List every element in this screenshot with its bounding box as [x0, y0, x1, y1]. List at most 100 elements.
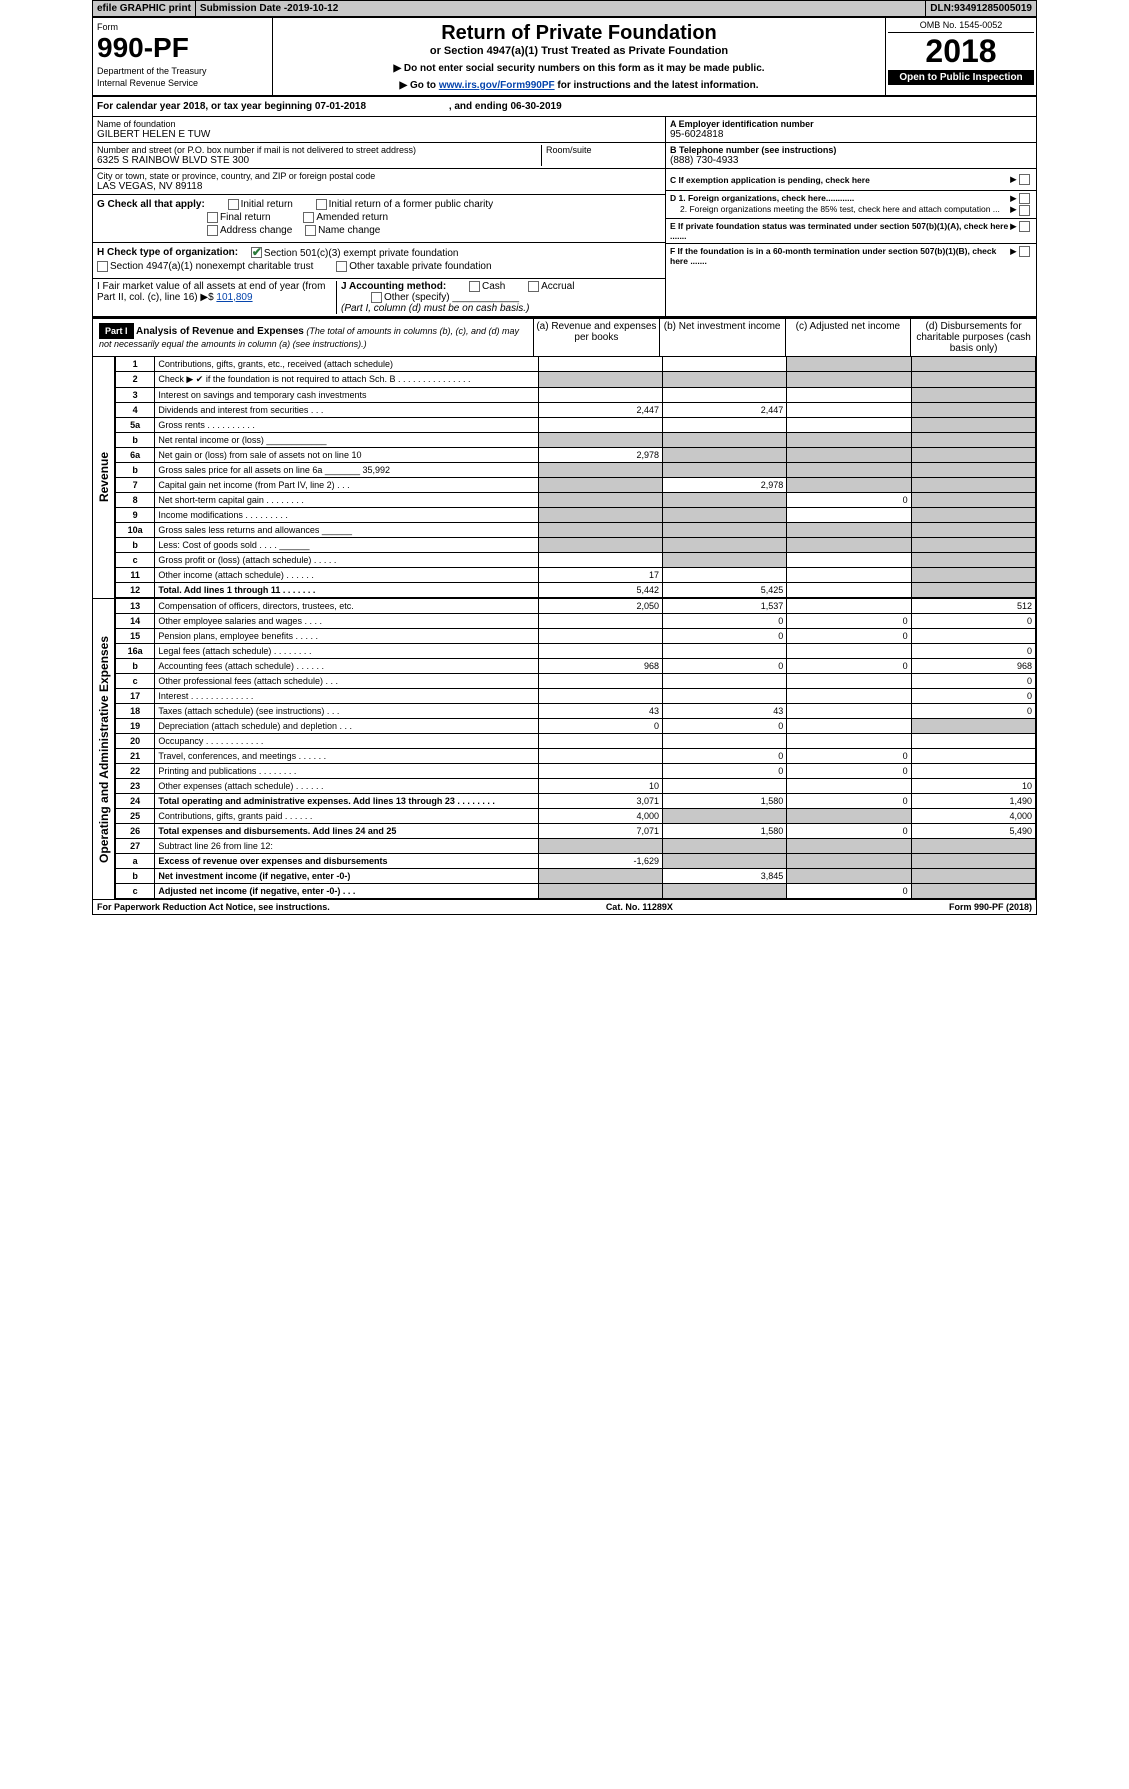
col-d-value: 0 — [911, 613, 1035, 628]
instr2-pre: ▶ Go to — [399, 80, 438, 91]
col-c-value — [787, 718, 911, 733]
col-b-value — [663, 371, 787, 387]
col-d-header: (d) Disbursements for charitable purpose… — [910, 319, 1036, 356]
col-c-value — [787, 853, 911, 868]
form-label: Form — [97, 22, 268, 32]
col-c-value — [787, 402, 911, 417]
col-d-value — [911, 853, 1035, 868]
cb-amended[interactable] — [303, 212, 314, 223]
line-number: 24 — [116, 793, 155, 808]
table-row: cOther professional fees (attach schedul… — [116, 673, 1036, 688]
cb-f[interactable] — [1019, 246, 1030, 257]
col-b-value — [663, 507, 787, 522]
col-d-value: 10 — [911, 778, 1035, 793]
line-desc: Excess of revenue over expenses and disb… — [155, 853, 538, 868]
col-d-value — [911, 477, 1035, 492]
col-c-value — [787, 598, 911, 613]
cb-4947[interactable] — [97, 261, 108, 272]
cal-end: 06-30-2019 — [510, 101, 561, 112]
table-row: 6aNet gain or (loss) from sale of assets… — [116, 447, 1036, 462]
cb-c[interactable] — [1019, 174, 1030, 185]
line-number: 26 — [116, 823, 155, 838]
cb-d1[interactable] — [1019, 193, 1030, 204]
c-cell: C If exemption application is pending, c… — [666, 169, 1036, 191]
col-b-value — [663, 883, 787, 898]
footer: For Paperwork Reduction Act Notice, see … — [93, 899, 1036, 914]
cb-e[interactable] — [1019, 221, 1030, 232]
col-d-value — [911, 718, 1035, 733]
cb-cash[interactable] — [469, 281, 480, 292]
g-former: Initial return of a former public charit… — [329, 199, 494, 210]
table-row: cAdjusted net income (if negative, enter… — [116, 883, 1036, 898]
table-row: 18Taxes (attach schedule) (see instructi… — [116, 703, 1036, 718]
col-c-value: 0 — [787, 492, 911, 507]
col-c-value — [787, 778, 911, 793]
col-d-value: 5,490 — [911, 823, 1035, 838]
ein-cell: A Employer identification number 95-6024… — [666, 117, 1036, 143]
col-a-value — [538, 673, 662, 688]
col-d-value — [911, 868, 1035, 883]
expenses-section: Operating and Administrative Expenses 13… — [93, 598, 1036, 899]
cb-other-taxable[interactable] — [336, 261, 347, 272]
g-name: Name change — [318, 225, 380, 236]
irs-link[interactable]: www.irs.gov/Form990PF — [439, 80, 555, 91]
table-row: 19Depreciation (attach schedule) and dep… — [116, 718, 1036, 733]
col-b-value — [663, 673, 787, 688]
line-desc: Other income (attach schedule) . . . . .… — [155, 567, 538, 582]
line-desc: Contributions, gifts, grants, etc., rece… — [155, 356, 538, 371]
line-desc: Total operating and administrative expen… — [155, 793, 538, 808]
col-a-header: (a) Revenue and expenses per books — [533, 319, 659, 356]
col-c-value — [787, 477, 911, 492]
col-c-value: 0 — [787, 658, 911, 673]
table-row: 27Subtract line 26 from line 12: — [116, 838, 1036, 853]
line-number: 11 — [116, 567, 155, 582]
col-c-header: (c) Adjusted net income — [785, 319, 911, 356]
footer-right: Form 990-PF (2018) — [949, 902, 1032, 912]
instruction-1: ▶ Do not enter social security numbers o… — [277, 63, 881, 74]
col-d-value: 0 — [911, 703, 1035, 718]
line-number: 18 — [116, 703, 155, 718]
table-row: 1Contributions, gifts, grants, etc., rec… — [116, 356, 1036, 371]
cb-d2[interactable] — [1019, 205, 1030, 216]
line-number: 21 — [116, 748, 155, 763]
open-public: Open to Public Inspection — [888, 70, 1034, 85]
line-number: 7 — [116, 477, 155, 492]
g-initial: Initial return — [241, 199, 293, 210]
cb-other-method[interactable] — [371, 292, 382, 303]
cb-initial-former[interactable] — [316, 199, 327, 210]
col-d-value — [911, 417, 1035, 432]
cal-pre: For calendar year 2018, or tax year begi… — [97, 101, 315, 112]
col-a-value: 968 — [538, 658, 662, 673]
line-desc: Legal fees (attach schedule) . . . . . .… — [155, 643, 538, 658]
e-cell: E If private foundation status was termi… — [666, 219, 1036, 244]
col-c-value — [787, 552, 911, 567]
j-other: Other (specify) — [384, 292, 450, 303]
col-b-value — [663, 432, 787, 447]
dln: DLN: 93491285005019 — [926, 1, 1036, 16]
i-value[interactable]: 101,809 — [216, 292, 252, 303]
instr2-post: for instructions and the latest informat… — [555, 80, 759, 91]
address-cell: Number and street (or P.O. box number if… — [93, 143, 665, 169]
col-a-value: 2,050 — [538, 598, 662, 613]
cb-final-return[interactable] — [207, 212, 218, 223]
line-number: b — [116, 462, 155, 477]
line-number: 2 — [116, 371, 155, 387]
g-final: Final return — [220, 212, 271, 223]
cb-501c3[interactable] — [251, 247, 262, 258]
cb-initial-return[interactable] — [228, 199, 239, 210]
col-d-value — [911, 838, 1035, 853]
line-desc: Gross sales less returns and allowances … — [155, 522, 538, 537]
line-desc: Check ▶ ✔ if the foundation is not requi… — [155, 371, 538, 387]
foundation-name-cell: Name of foundation GILBERT HELEN E TUW — [93, 117, 665, 143]
col-b-value — [663, 356, 787, 371]
cb-accrual[interactable] — [528, 281, 539, 292]
col-b-value: 5,425 — [663, 582, 787, 597]
line-desc: Other expenses (attach schedule) . . . .… — [155, 778, 538, 793]
part1-header-row: Part I Analysis of Revenue and Expenses … — [93, 317, 1036, 356]
cb-address-change[interactable] — [207, 225, 218, 236]
col-a-value — [538, 387, 662, 402]
col-b-value — [663, 537, 787, 552]
col-a-value — [538, 356, 662, 371]
cb-name-change[interactable] — [305, 225, 316, 236]
table-row: bAccounting fees (attach schedule) . . .… — [116, 658, 1036, 673]
